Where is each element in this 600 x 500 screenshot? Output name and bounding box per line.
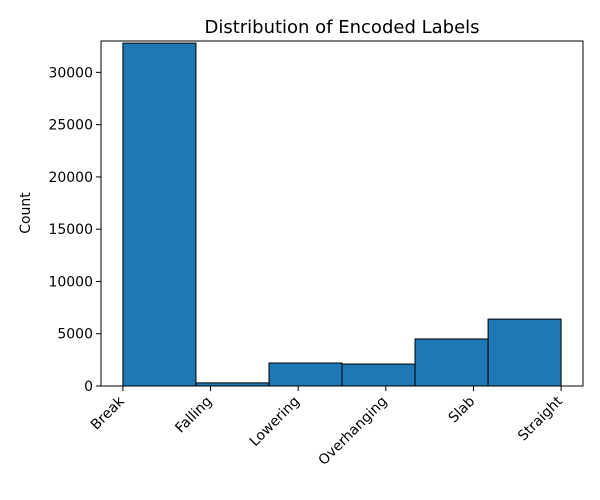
bar-4 (414, 338, 489, 387)
bar-5 (487, 318, 562, 387)
y-tick-label-1: 5000 (57, 327, 93, 343)
chart-title: Distribution of Encoded Labels (204, 17, 479, 38)
y-tick-label-2: 10000 (48, 274, 93, 290)
x-tick-label-4: Slab (446, 393, 479, 426)
bar-2 (268, 362, 343, 387)
x-tick-label-3: Overhanging (315, 394, 390, 469)
y-tick-label-6: 30000 (48, 65, 93, 81)
plot-frame (100, 40, 584, 387)
x-tick-label-2: Lowering (247, 394, 303, 450)
x-tick-label-0: Break (88, 393, 128, 433)
y-tick-label-5: 25000 (48, 118, 93, 134)
y-tick-label-0: 0 (84, 379, 93, 395)
y-axis-label: Count (18, 192, 34, 234)
x-axis-ticks: Break Falling Lowering Overhanging Slab Strai… (88, 386, 566, 469)
x-tick-label-1: Falling (172, 394, 215, 437)
bars-group (122, 42, 562, 387)
bar-0 (122, 42, 197, 387)
y-axis-ticks: 0 5000 10000 15000 20000 25000 30000 (48, 65, 101, 395)
x-tick-label-5: Straight (515, 393, 566, 444)
y-tick-label-4: 20000 (48, 170, 93, 186)
y-tick-label-3: 15000 (48, 222, 93, 238)
bar-3 (341, 363, 416, 387)
